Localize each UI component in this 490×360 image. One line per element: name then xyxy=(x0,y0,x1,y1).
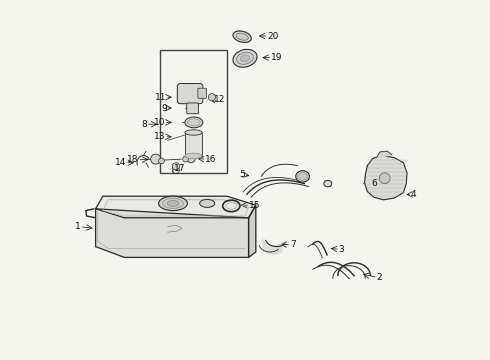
FancyBboxPatch shape xyxy=(198,88,206,98)
Ellipse shape xyxy=(298,172,307,180)
Ellipse shape xyxy=(185,130,202,135)
FancyBboxPatch shape xyxy=(177,84,203,104)
Polygon shape xyxy=(96,196,256,218)
Text: 19: 19 xyxy=(271,53,282,62)
Circle shape xyxy=(159,158,164,164)
Ellipse shape xyxy=(163,198,183,208)
Ellipse shape xyxy=(233,49,257,67)
Circle shape xyxy=(208,94,216,101)
Text: 15: 15 xyxy=(248,201,260,210)
Text: 3: 3 xyxy=(339,245,344,253)
Text: 6: 6 xyxy=(372,179,377,188)
Bar xyxy=(185,133,202,157)
Ellipse shape xyxy=(159,196,187,211)
Text: 18: 18 xyxy=(127,156,139,164)
Circle shape xyxy=(187,154,196,163)
Text: 2: 2 xyxy=(376,273,382,282)
Ellipse shape xyxy=(233,31,251,42)
Circle shape xyxy=(183,156,189,162)
Text: 20: 20 xyxy=(268,32,279,41)
Text: 17: 17 xyxy=(174,164,185,173)
Text: 13: 13 xyxy=(154,132,166,141)
Ellipse shape xyxy=(296,171,310,182)
Polygon shape xyxy=(248,205,256,257)
Polygon shape xyxy=(96,209,248,257)
Text: 5: 5 xyxy=(239,171,245,180)
Bar xyxy=(160,50,227,173)
Ellipse shape xyxy=(324,180,332,187)
Circle shape xyxy=(379,173,390,184)
Circle shape xyxy=(172,163,179,170)
Text: 16: 16 xyxy=(205,155,217,163)
Text: 12: 12 xyxy=(215,95,226,104)
Text: 14: 14 xyxy=(115,158,126,167)
Text: 8: 8 xyxy=(141,120,147,129)
Text: 9: 9 xyxy=(161,104,167,113)
Polygon shape xyxy=(365,156,407,200)
Text: 4: 4 xyxy=(411,190,416,199)
Ellipse shape xyxy=(167,201,179,206)
Text: 10: 10 xyxy=(153,118,165,127)
Ellipse shape xyxy=(236,33,248,40)
Text: 7: 7 xyxy=(290,240,296,249)
Polygon shape xyxy=(376,151,392,158)
FancyBboxPatch shape xyxy=(187,103,198,114)
Circle shape xyxy=(151,154,161,164)
Ellipse shape xyxy=(185,117,203,128)
Ellipse shape xyxy=(188,119,200,126)
Ellipse shape xyxy=(185,153,202,159)
Text: 1: 1 xyxy=(75,222,81,231)
Ellipse shape xyxy=(199,199,215,207)
Ellipse shape xyxy=(241,55,249,62)
Ellipse shape xyxy=(237,52,253,64)
Text: 11: 11 xyxy=(155,93,167,102)
